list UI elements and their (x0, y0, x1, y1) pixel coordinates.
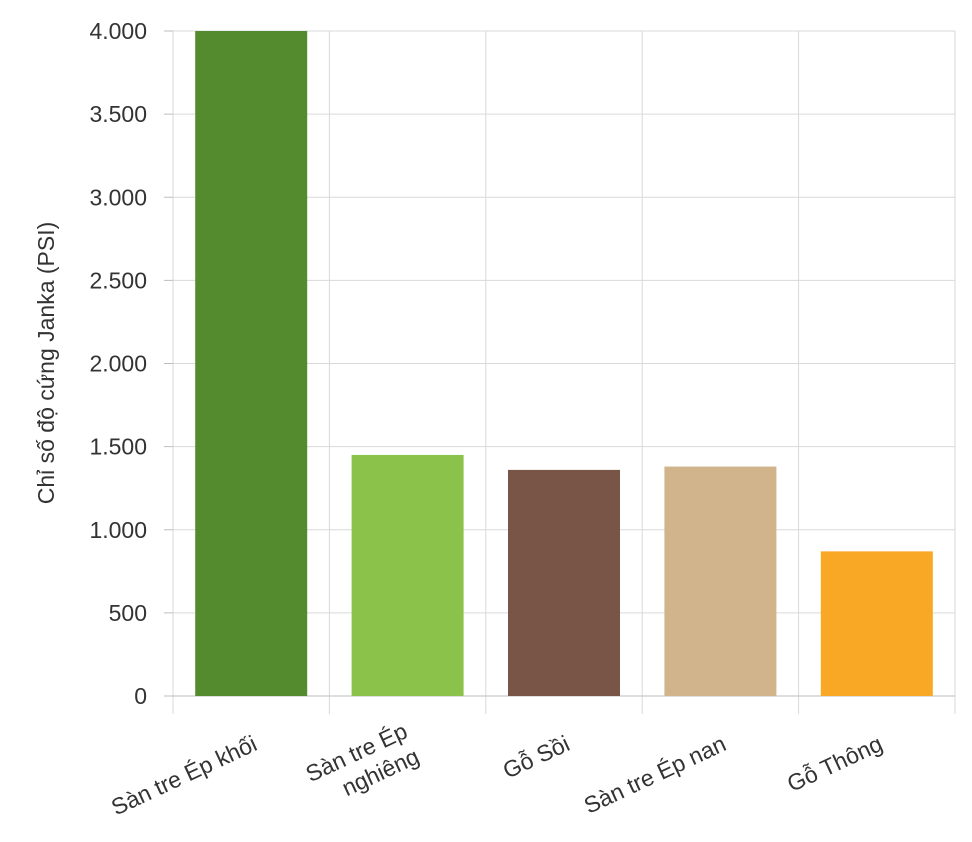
bar (664, 466, 777, 696)
x-tick-label-line: Sàn tre Ép nan (580, 730, 730, 818)
x-tick-label: Sàn tre Ép nan (580, 730, 730, 818)
y-tick-label: 500 (109, 600, 147, 626)
x-tick-label-line: Sàn tre Ép khối (107, 730, 261, 820)
bar (195, 31, 308, 696)
y-tick-label: 2.500 (89, 267, 147, 293)
y-tick-label: 2.000 (89, 351, 147, 377)
bar (351, 454, 464, 696)
y-tick-label: 1.500 (89, 434, 147, 460)
y-axis-title: Chỉ số độ cứng Janka (PSI) (33, 222, 59, 505)
x-tick-label: Sàn tre Ép khối (107, 730, 261, 820)
y-tick-label: 3.000 (89, 184, 147, 210)
y-tick-labels: 0 500 1.000 1.500 2.000 2.500 3.000 3.500 4.000 (89, 18, 147, 709)
bar (508, 469, 620, 696)
x-tick-label-line: Gỗ Sồi (499, 730, 574, 783)
x-tick-label: Gỗ Sồi (499, 730, 574, 783)
x-tick-label-line: Gỗ Thông (783, 730, 886, 797)
x-tick-label: Gỗ Thông (783, 730, 886, 797)
y-tick-label: 3.500 (89, 101, 147, 127)
y-tick-label: 0 (134, 683, 147, 709)
y-tick-label: 1.000 (89, 517, 147, 543)
bars (195, 31, 933, 696)
y-tick-label: 4.000 (89, 18, 147, 44)
bar (820, 551, 933, 696)
